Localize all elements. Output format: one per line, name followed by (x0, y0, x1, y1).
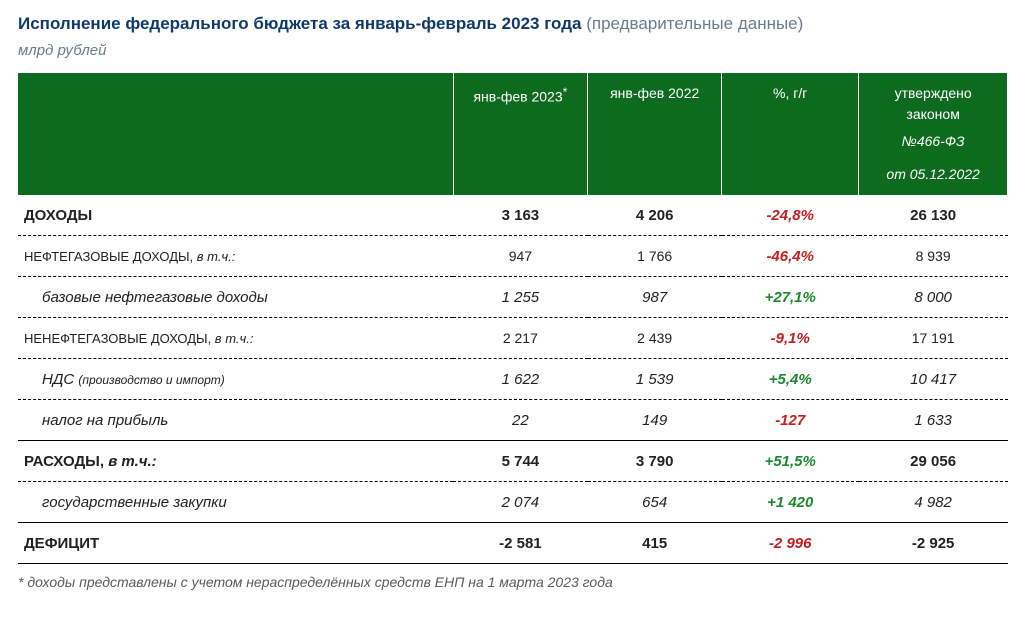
table-body: ДОХОДЫ3 1634 206-24,8%26 130НЕФТЕГАЗОВЫЕ… (18, 195, 1008, 564)
row-label: НДС (производство и импорт) (18, 359, 453, 400)
row-label: государственные закупки (18, 482, 453, 523)
col-header-4: утверждено законом№466-ФЗот 05.12.2022 (859, 73, 1008, 195)
val-pct: +51,5% (722, 441, 859, 482)
val-2022: 1 539 (588, 359, 722, 400)
table-row: НЕНЕФТЕГАЗОВЫЕ ДОХОДЫ, в т.ч.:2 2172 439… (18, 318, 1008, 359)
row-label: РАСХОДЫ, в т.ч.: (18, 441, 453, 482)
val-law: 29 056 (859, 441, 1008, 482)
col-header-0 (18, 73, 453, 195)
table-row: НЕФТЕГАЗОВЫЕ ДОХОДЫ, в т.ч.:9471 766-46,… (18, 236, 1008, 277)
col-header-3: %, г/г (722, 73, 859, 195)
row-label: базовые нефтегазовые доходы (18, 277, 453, 318)
val-law: 4 982 (859, 482, 1008, 523)
page-title: Исполнение федерального бюджета за январ… (18, 14, 1008, 34)
val-2023: -2 581 (453, 523, 588, 564)
val-pct: -2 996 (722, 523, 859, 564)
val-law: 10 417 (859, 359, 1008, 400)
footnote: * доходы представлены с учетом нераспред… (18, 574, 1008, 590)
val-2022: 654 (588, 482, 722, 523)
col-header-2: янв-фев 2022 (588, 73, 722, 195)
row-label: ДЕФИЦИТ (18, 523, 453, 564)
table-row: государственные закупки2 074654+1 4204 9… (18, 482, 1008, 523)
val-2023: 2 217 (453, 318, 588, 359)
val-2023: 1 255 (453, 277, 588, 318)
budget-table: янв-фев 2023*янв-фев 2022%, г/гутвержден… (18, 73, 1008, 564)
title-main: Исполнение федерального бюджета за январ… (18, 14, 581, 33)
val-law: 17 191 (859, 318, 1008, 359)
row-label: НЕНЕФТЕГАЗОВЫЕ ДОХОДЫ, в т.ч.: (18, 318, 453, 359)
val-2022: 149 (588, 400, 722, 441)
val-2023: 2 074 (453, 482, 588, 523)
val-2022: 415 (588, 523, 722, 564)
val-pct: -9,1% (722, 318, 859, 359)
val-law: 8 939 (859, 236, 1008, 277)
table-row: налог на прибыль22149-1271 633 (18, 400, 1008, 441)
row-label: ДОХОДЫ (18, 195, 453, 236)
val-pct: +1 420 (722, 482, 859, 523)
title-sub: (предварительные данные) (586, 14, 803, 33)
val-2022: 2 439 (588, 318, 722, 359)
val-2023: 947 (453, 236, 588, 277)
table-row: ДЕФИЦИТ-2 581415-2 996-2 925 (18, 523, 1008, 564)
val-2023: 5 744 (453, 441, 588, 482)
val-2022: 3 790 (588, 441, 722, 482)
val-2023: 3 163 (453, 195, 588, 236)
val-pct: +5,4% (722, 359, 859, 400)
val-2022: 1 766 (588, 236, 722, 277)
val-pct: -24,8% (722, 195, 859, 236)
units-label: млрд рублей (18, 42, 1008, 59)
val-2022: 4 206 (588, 195, 722, 236)
val-law: 26 130 (859, 195, 1008, 236)
val-2023: 22 (453, 400, 588, 441)
table-header: янв-фев 2023*янв-фев 2022%, г/гутвержден… (18, 73, 1008, 195)
val-law: 1 633 (859, 400, 1008, 441)
row-label: налог на прибыль (18, 400, 453, 441)
val-pct: -46,4% (722, 236, 859, 277)
val-law: -2 925 (859, 523, 1008, 564)
table-row: РАСХОДЫ, в т.ч.:5 7443 790+51,5%29 056 (18, 441, 1008, 482)
val-pct: -127 (722, 400, 859, 441)
val-law: 8 000 (859, 277, 1008, 318)
table-row: ДОХОДЫ3 1634 206-24,8%26 130 (18, 195, 1008, 236)
val-2023: 1 622 (453, 359, 588, 400)
row-label: НЕФТЕГАЗОВЫЕ ДОХОДЫ, в т.ч.: (18, 236, 453, 277)
table-row: НДС (производство и импорт)1 6221 539+5,… (18, 359, 1008, 400)
val-pct: +27,1% (722, 277, 859, 318)
val-2022: 987 (588, 277, 722, 318)
col-header-1: янв-фев 2023* (453, 73, 588, 195)
table-row: базовые нефтегазовые доходы1 255987+27,1… (18, 277, 1008, 318)
